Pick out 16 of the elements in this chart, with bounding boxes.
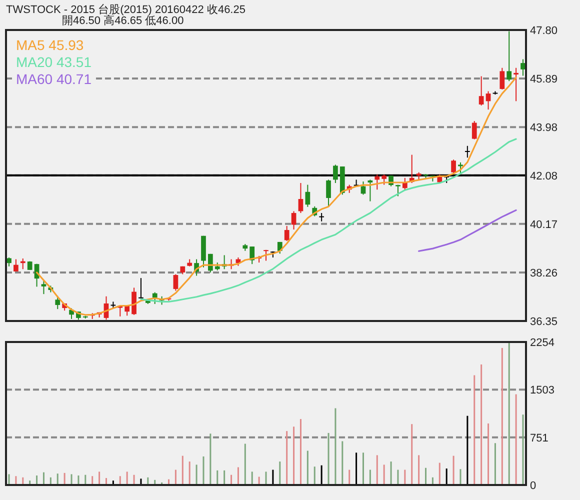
text: MA5 45.93 xyxy=(16,37,84,53)
y-tick-label: 43.98 xyxy=(530,122,558,134)
y-tick-label: 40.17 xyxy=(530,218,558,231)
y-tick-label: 1503 xyxy=(530,384,554,397)
y-tick-label: 751 xyxy=(530,432,548,444)
y-tick-label: 42.08 xyxy=(530,170,558,182)
y-tick-label: 45.89 xyxy=(530,74,558,86)
y-tick-label: 38.26 xyxy=(530,267,558,280)
y-tick-label: 2254 xyxy=(530,337,554,349)
y-tick-label: 36.35 xyxy=(530,316,558,328)
text: MA60 40.71 xyxy=(16,71,92,87)
y-tick-label: 47.80 xyxy=(530,25,558,37)
text: MA20 43.51 xyxy=(16,54,92,70)
chart-subtitle: 開46.50 高46.65 低46.00 xyxy=(62,14,184,27)
chart-title: TWSTOCK - 2015 台股(2015) 20160422 收46.25 xyxy=(6,3,246,16)
y-tick-label: 0 xyxy=(530,480,536,492)
